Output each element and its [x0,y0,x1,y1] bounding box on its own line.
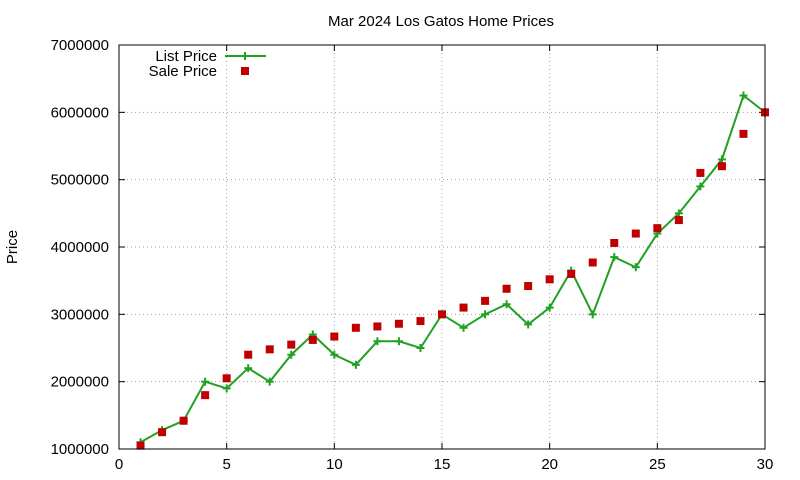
list-price-point [631,263,640,272]
list-price-point [545,303,554,312]
y-tick-label: 4000000 [51,239,109,256]
list-price-point [588,310,597,319]
legend-swatch-sale-price [241,67,249,75]
sale-price-point [524,282,533,291]
plot-area [136,91,769,450]
list-price-point [373,337,382,346]
y-axis-label: Price [4,230,21,264]
sale-price-point [545,275,554,284]
list-price-point [696,182,705,191]
sale-price-point [653,224,662,233]
list-price-point [717,155,726,164]
list-price-point [330,350,339,359]
sale-price-point [416,317,425,326]
sale-price-point [222,374,231,383]
y-tick-label: 3000000 [51,306,109,323]
sale-price-point [438,310,446,319]
list-price-point [416,344,425,352]
list-price-point [394,337,403,346]
sale-price-point [696,168,705,177]
sale-price-point [330,332,339,341]
list-price-point [222,384,231,393]
sale-price-point [631,229,640,238]
sale-price-point [674,216,683,225]
list-price-point [459,323,468,332]
chart-title: Mar 2024 Los Gatos Home Prices [328,13,554,30]
sale-price-point [739,129,748,138]
sale-price-point [308,335,317,344]
sale-price-point [351,323,360,332]
list-price-point [351,360,360,369]
list-price-point [244,364,253,373]
list-price-line [140,93,766,444]
legend-label-sale-price: Sale Price [149,63,217,80]
y-tick-label: 2000000 [51,374,109,391]
plot-border [118,44,766,450]
sale-price-point [567,269,576,278]
sale-price-point [136,441,145,450]
y-tick-label: 7000000 [51,37,109,54]
x-tick-label: 20 [541,456,558,473]
list-price-point [739,91,748,100]
tick-labels: 0 5 10 15 20 25 30 1000000 2000000 3000000 4000000… [51,37,774,473]
list-price-point [674,209,683,218]
sale-price-point [459,303,468,312]
x-tick-label: 15 [434,456,451,473]
x-tick-label: 25 [649,456,666,473]
y-tick-label: 1000000 [51,441,109,458]
sale-price-point [373,322,382,331]
sale-price-point [287,340,296,349]
list-price-point [610,253,619,262]
sale-price-point [588,258,597,267]
list-price-point [502,300,511,309]
sale-price-point [481,296,490,305]
list-price-point [201,377,210,386]
legend-label-list-price: List Price [155,48,217,65]
list-price-point [524,320,533,329]
sale-price-point [394,319,403,328]
sale-price-point [717,162,726,171]
grid [119,45,765,449]
sale-price-point [502,284,511,293]
sale-price-point [179,416,188,425]
x-tick-label: 5 [222,456,230,473]
x-tick-label: 30 [757,456,774,473]
sale-price-point [201,391,210,400]
y-tick-label: 6000000 [51,104,109,121]
list-price-point [287,350,296,359]
sale-price-point [610,238,619,247]
sale-price-point [244,350,253,359]
x-tick-label: 10 [326,456,343,473]
list-price-point [481,310,490,319]
list-price-point [265,377,274,386]
sale-price-point [265,345,274,354]
x-tick-label: 0 [115,456,123,473]
y-tick-label: 5000000 [51,172,109,189]
sale-price-point [158,428,167,437]
